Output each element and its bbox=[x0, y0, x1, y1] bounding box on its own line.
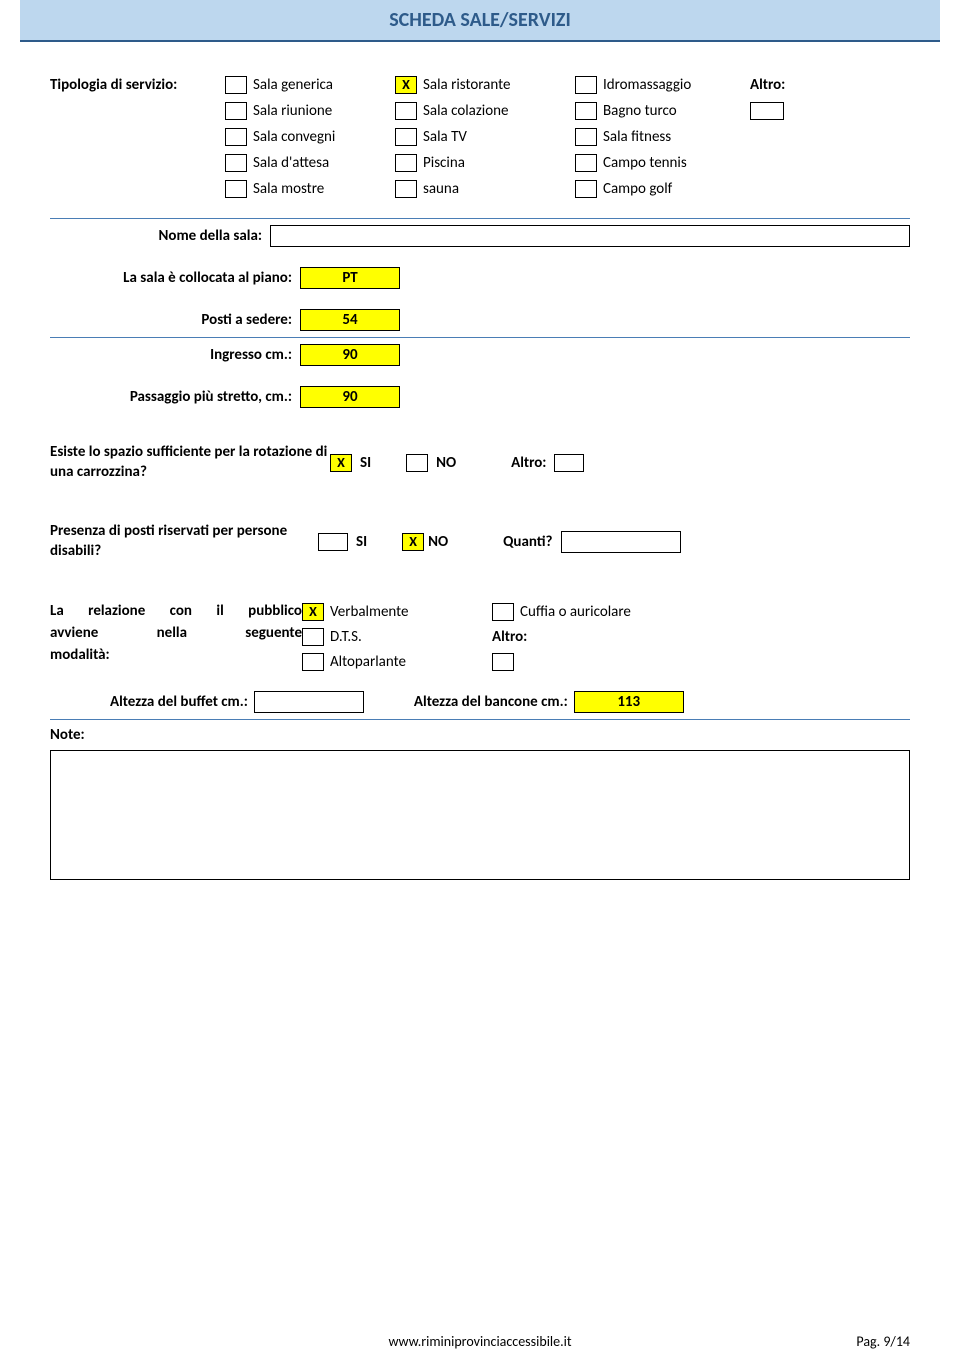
ingresso-value[interactable]: 90 bbox=[300, 344, 400, 366]
nome-sala-input[interactable] bbox=[270, 225, 910, 247]
check-dts[interactable] bbox=[302, 628, 324, 646]
opt-label: Sala colazione bbox=[423, 102, 508, 120]
passaggio-row: Passaggio più stretto, cm.: 90 bbox=[50, 386, 910, 408]
ingresso-row: Ingresso cm.: 90 bbox=[50, 344, 910, 366]
relazione-altro-check[interactable] bbox=[492, 653, 514, 671]
posti-value[interactable]: 54 bbox=[300, 309, 400, 331]
note-input[interactable] bbox=[50, 750, 910, 880]
check-altoparlante[interactable] bbox=[302, 653, 324, 671]
page: SCHEDA SALE/SERVIZI Tipologia di servizi… bbox=[0, 0, 960, 1362]
piano-value[interactable]: PT bbox=[300, 267, 400, 289]
passaggio-value[interactable]: 90 bbox=[300, 386, 400, 408]
nome-sala-row: Nome della sala: bbox=[50, 225, 910, 247]
tipologia-label: Tipologia di servizio: bbox=[50, 74, 225, 200]
ingresso-label: Ingresso cm.: bbox=[50, 346, 300, 364]
posti-row: Posti a sedere: 54 bbox=[50, 309, 910, 331]
riservati-no-check[interactable]: X bbox=[402, 533, 424, 551]
tipologia-altro: Altro: bbox=[750, 74, 785, 200]
opt-label: Sala generica bbox=[253, 76, 333, 94]
relazione-altro-label: Altro: bbox=[492, 628, 540, 646]
rotazione-label: Esiste lo spazio sufficiente per la rota… bbox=[50, 443, 330, 482]
opt-label: Sala fitness bbox=[603, 128, 671, 146]
riservati-no-label: NO bbox=[428, 533, 448, 551]
rotazione-si-check[interactable]: X bbox=[330, 454, 352, 472]
tipologia-col2: XSala ristorante Sala colazione Sala TV … bbox=[395, 74, 575, 200]
relazione-row: La relazione con il pubblico avviene nel… bbox=[50, 601, 910, 673]
check-idromassaggio[interactable] bbox=[575, 76, 597, 94]
riservati-row: Presenza di posti riservati per persone … bbox=[50, 522, 910, 561]
tipologia-col1: Sala generica Sala riunione Sala convegn… bbox=[225, 74, 395, 200]
piano-label: La sala è collocata al piano: bbox=[50, 269, 300, 287]
opt-label: Bagno turco bbox=[603, 102, 677, 120]
rotazione-no-check[interactable] bbox=[406, 454, 428, 472]
opt-label: Sala riunione bbox=[253, 102, 332, 120]
bancone-label: Altezza del bancone cm.: bbox=[414, 693, 568, 711]
opt-label: Cuffia o auricolare bbox=[520, 603, 631, 621]
rotazione-altro-check[interactable] bbox=[554, 454, 584, 472]
riservati-label: Presenza di posti riservati per persone … bbox=[50, 522, 318, 561]
check-altro[interactable] bbox=[750, 102, 784, 120]
rotazione-row: Esiste lo spazio sufficiente per la rota… bbox=[50, 443, 910, 482]
check-sala-colazione[interactable] bbox=[395, 102, 417, 120]
bancone-value[interactable]: 113 bbox=[574, 691, 684, 713]
check-sala-tv[interactable] bbox=[395, 128, 417, 146]
posti-label: Posti a sedere: bbox=[50, 311, 300, 329]
check-sala-mostre[interactable] bbox=[225, 180, 247, 198]
tipologia-section: Tipologia di servizio: Sala generica Sal… bbox=[50, 74, 910, 200]
content: Tipologia di servizio: Sala generica Sal… bbox=[20, 44, 940, 880]
opt-label: Sala d'attesa bbox=[253, 154, 329, 172]
opt-label: Piscina bbox=[423, 154, 465, 172]
footer: www.riminiprovinciaccessibile.it Pag. 9/… bbox=[0, 1333, 960, 1350]
check-campo-tennis[interactable] bbox=[575, 154, 597, 172]
relazione-label: La relazione con il pubblico avviene nel… bbox=[50, 601, 302, 673]
tipologia-col3: Idromassaggio Bagno turco Sala fitness C… bbox=[575, 74, 750, 200]
piano-row: La sala è collocata al piano: PT bbox=[50, 267, 910, 289]
rotazione-si-label: SI bbox=[360, 454, 371, 472]
buffet-value[interactable] bbox=[254, 691, 364, 713]
check-piscina[interactable] bbox=[395, 154, 417, 172]
opt-label: Idromassaggio bbox=[603, 76, 691, 94]
check-campo-golf[interactable] bbox=[575, 180, 597, 198]
check-sala-riunione[interactable] bbox=[225, 102, 247, 120]
rotazione-no-label: NO bbox=[436, 454, 456, 472]
check-sala-attesa[interactable] bbox=[225, 154, 247, 172]
check-bagno-turco[interactable] bbox=[575, 102, 597, 120]
opt-label: Altoparlante bbox=[330, 653, 406, 671]
note-label: Note: bbox=[50, 726, 910, 744]
opt-label: Sala convegni bbox=[253, 128, 335, 146]
opt-label: sauna bbox=[423, 180, 459, 198]
opt-label: Campo tennis bbox=[603, 154, 687, 172]
riservati-si-label: SI bbox=[356, 533, 367, 551]
check-sala-convegni[interactable] bbox=[225, 128, 247, 146]
header-title: SCHEDA SALE/SERVIZI bbox=[20, 0, 940, 42]
check-sala-ristorante[interactable]: X bbox=[395, 76, 417, 94]
opt-label: Verbalmente bbox=[330, 603, 408, 621]
rotazione-altro-label: Altro: bbox=[511, 454, 546, 472]
opt-label: Sala mostre bbox=[253, 180, 324, 198]
check-sala-fitness[interactable] bbox=[575, 128, 597, 146]
opt-label: Sala TV bbox=[423, 128, 467, 146]
check-verbalmente[interactable]: X bbox=[302, 603, 324, 621]
opt-label: Sala ristorante bbox=[423, 76, 510, 94]
riservati-quanti-input[interactable] bbox=[561, 531, 681, 553]
altro-label: Altro: bbox=[750, 76, 785, 94]
nome-sala-label: Nome della sala: bbox=[50, 227, 270, 245]
opt-label: Campo golf bbox=[603, 180, 672, 198]
check-sauna[interactable] bbox=[395, 180, 417, 198]
footer-page: Pag. 9/14 bbox=[572, 1333, 910, 1350]
opt-label: D.T.S. bbox=[330, 628, 362, 646]
passaggio-label: Passaggio più stretto, cm.: bbox=[50, 388, 300, 406]
check-sala-generica[interactable] bbox=[225, 76, 247, 94]
riservati-si-check[interactable] bbox=[318, 533, 348, 551]
buffet-label: Altezza del buffet cm.: bbox=[110, 693, 248, 711]
check-cuffia[interactable] bbox=[492, 603, 514, 621]
footer-url: www.riminiprovinciaccessibile.it bbox=[388, 1333, 571, 1350]
riservati-quanti-label: Quanti? bbox=[503, 533, 552, 551]
altezze-row: Altezza del buffet cm.: Altezza del banc… bbox=[50, 691, 910, 713]
